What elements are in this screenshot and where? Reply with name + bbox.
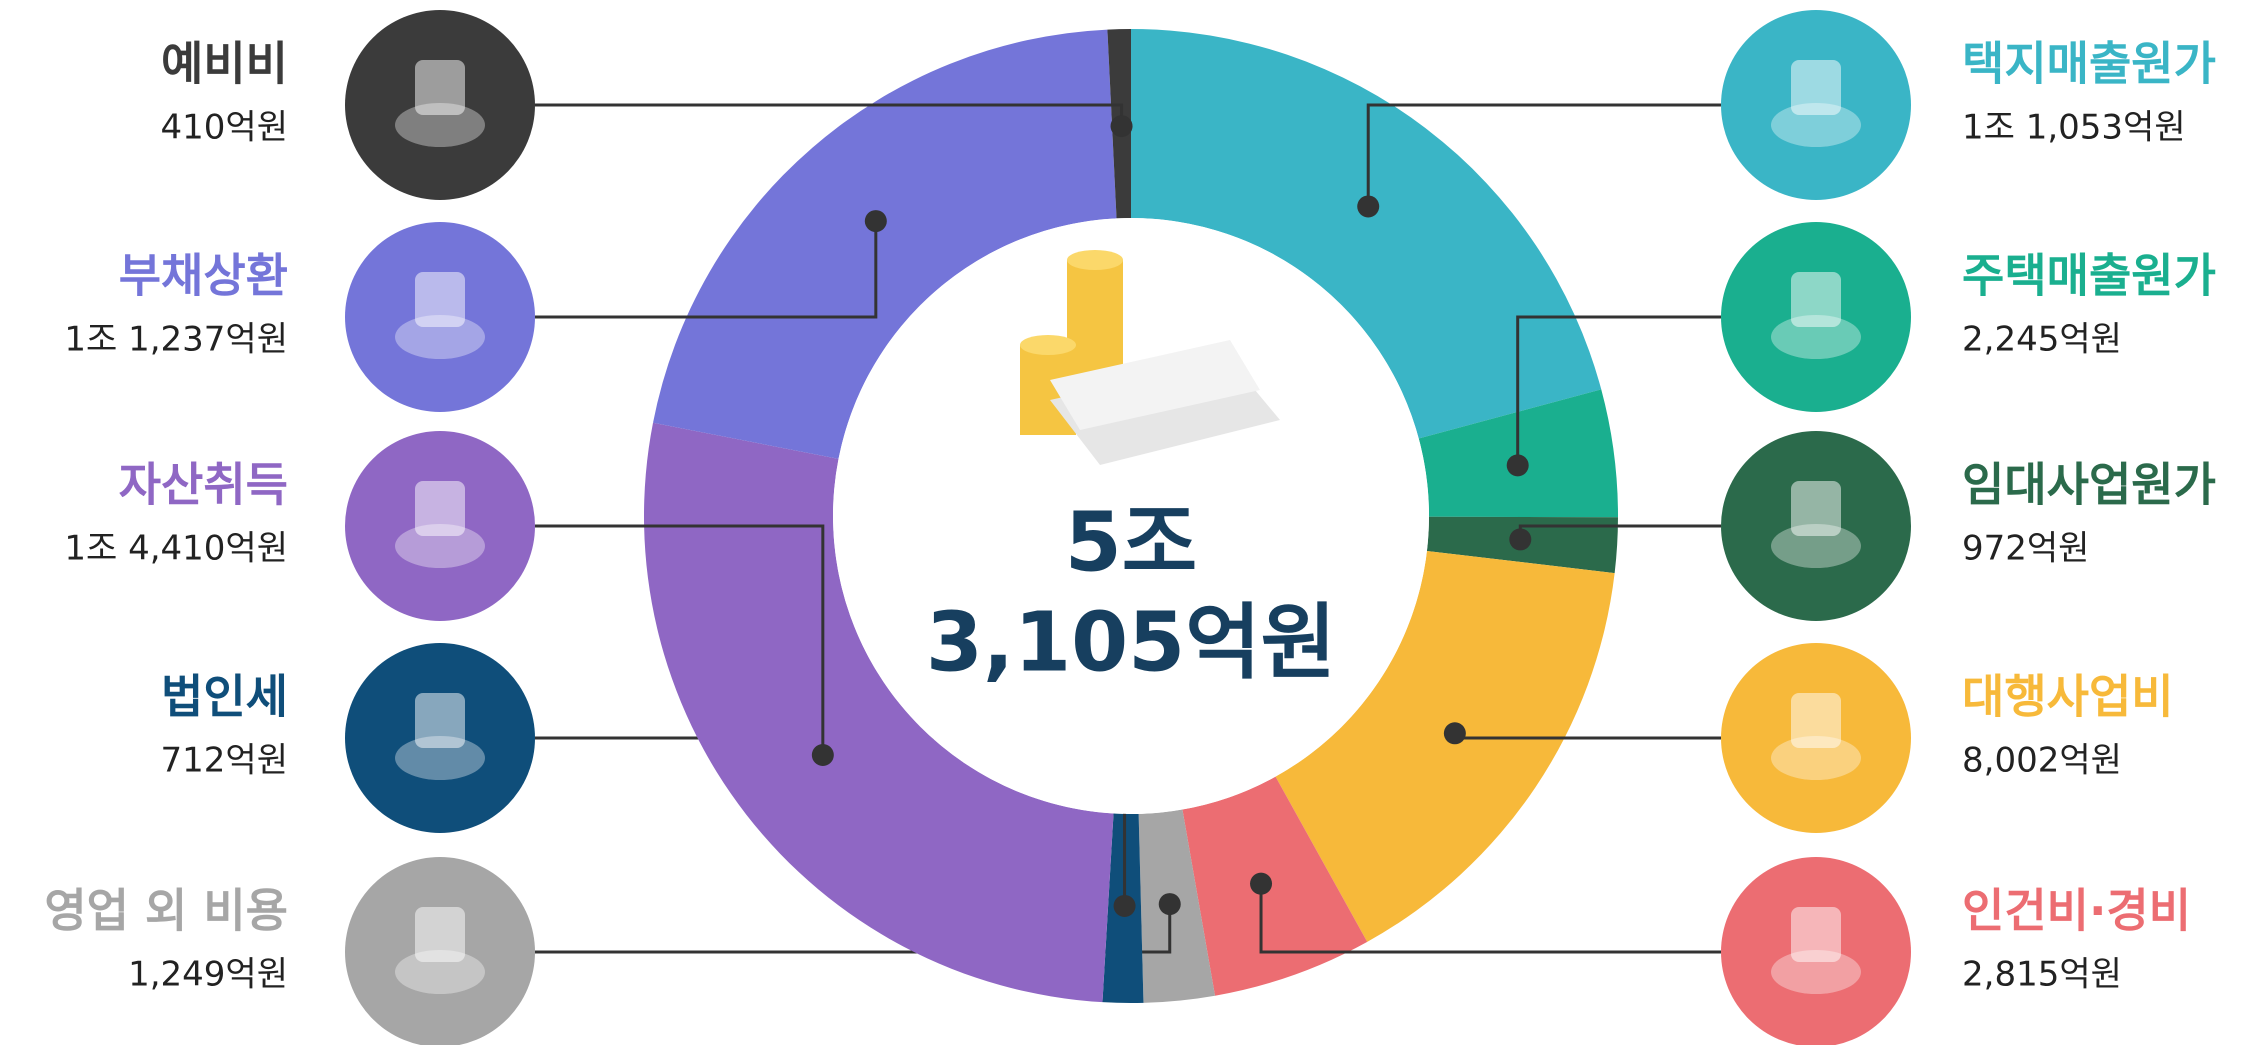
value-label: 410억원 [161, 108, 288, 148]
leader-dot [1357, 195, 1379, 217]
category-label: 법인세 [161, 670, 288, 724]
value-label: 2,245억원 [1962, 320, 2122, 360]
category-label: 주택매출원가 [1962, 249, 2216, 303]
category-label: 대행사업비 [1962, 670, 2174, 724]
icon-detail [415, 481, 465, 536]
icon-detail [415, 272, 465, 327]
category-label: 임대사업원가 [1962, 458, 2216, 512]
category-label: 부채상환 [119, 249, 288, 303]
leader-dot [1509, 528, 1531, 550]
chart: 택지매출원가 1조 1,053억원주택매출원가 2,245억원임대사업원가 972억원… [0, 0, 2267, 1045]
value-label: 1,249억원 [128, 955, 288, 995]
leader-dot [1114, 895, 1136, 917]
value-label: 712억원 [161, 741, 288, 781]
center-total-line: 5조 [1065, 495, 1198, 590]
category-label: 자산취득 [119, 458, 288, 512]
value-label: 8,002억원 [1962, 741, 2122, 781]
leader-dot [812, 744, 834, 766]
value-label: 1조 1,237억원 [64, 320, 288, 360]
value-label: 1조 4,410억원 [64, 529, 288, 569]
value-label: 2,815억원 [1962, 955, 2122, 995]
category-label: 인건비·경비 [1962, 884, 2191, 938]
icon-detail [1791, 60, 1841, 115]
icon-detail [415, 60, 465, 115]
icon-detail [1791, 693, 1841, 748]
icon-detail [415, 693, 465, 748]
icon-detail [415, 907, 465, 962]
leader-dot [1250, 873, 1272, 895]
leader-dot [1444, 722, 1466, 744]
leader-dot [1111, 115, 1133, 137]
leader-dot [1159, 893, 1181, 915]
icon-detail [1791, 272, 1841, 327]
value-label: 972억원 [1962, 529, 2089, 569]
value-label: 1조 1,053억원 [1962, 108, 2186, 148]
icon-detail [1791, 481, 1841, 536]
category-label: 택지매출원가 [1962, 37, 2216, 91]
leader-dot [1507, 454, 1529, 476]
leader-dot [865, 210, 887, 232]
icon-detail [1791, 907, 1841, 962]
center-total-line: 3,105억원 [926, 595, 1336, 690]
category-label: 영업 외 비용 [44, 884, 288, 938]
category-label: 예비비 [161, 37, 288, 91]
